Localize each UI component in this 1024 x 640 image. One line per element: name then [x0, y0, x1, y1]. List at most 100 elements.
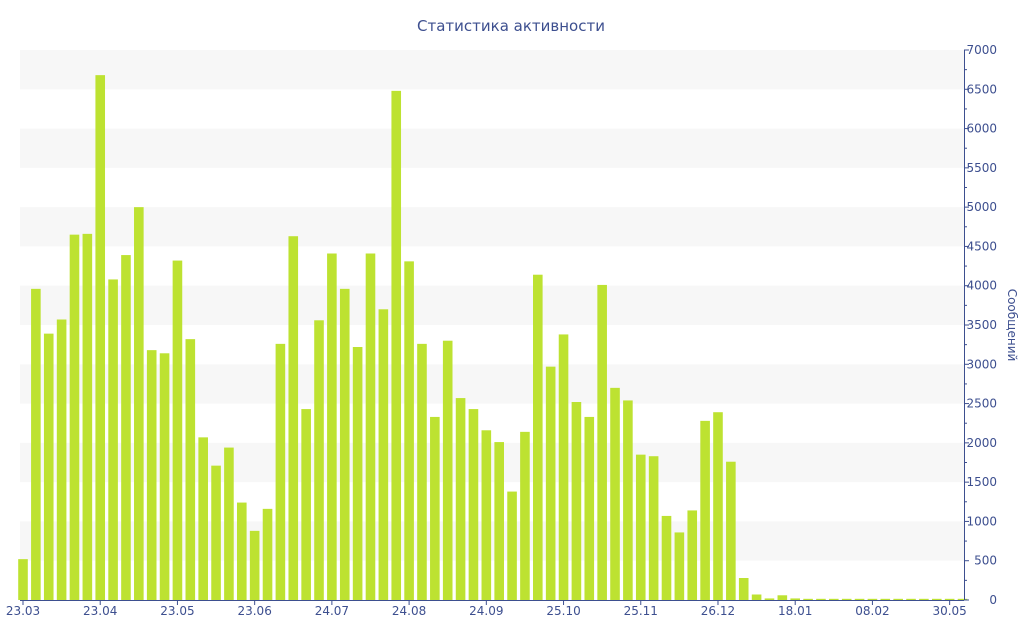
bar — [635, 454, 646, 600]
bar — [751, 594, 762, 600]
grid-band — [20, 285, 964, 325]
bar — [404, 261, 414, 600]
bar — [172, 260, 183, 600]
grid-band — [20, 50, 964, 90]
x-tick-label: 23.06 — [237, 604, 271, 618]
y-axis: 0 500 1000 1500 2000 2500 3000 3500 4000 4500 5000… — [964, 43, 997, 607]
bar — [249, 530, 260, 600]
y-tick-label: 6500 — [966, 82, 997, 96]
bar — [417, 343, 427, 600]
chart-title: Статистика активности — [417, 17, 605, 35]
bar — [430, 416, 440, 600]
y-tick-label: 0 — [989, 593, 997, 607]
x-axis: 23.03 23.04 23.05 23.06 24.07 24.08 24.09 25.10… — [6, 600, 967, 618]
bar — [224, 447, 234, 600]
y-tick-label: 5500 — [966, 161, 997, 175]
grid-band — [20, 128, 964, 168]
x-tick-label: 23.04 — [83, 604, 117, 618]
y-tick-label: 3500 — [966, 318, 997, 332]
bar — [43, 333, 54, 600]
bar — [121, 255, 131, 600]
bar — [944, 598, 955, 600]
bar — [700, 420, 710, 600]
bar — [906, 598, 916, 600]
x-tick-label: 24.09 — [469, 604, 503, 618]
bar — [378, 309, 389, 600]
bar — [288, 236, 299, 600]
bar — [867, 598, 878, 600]
bar — [314, 320, 324, 600]
bar — [327, 253, 337, 600]
bar — [481, 430, 492, 600]
y-tick-label: 500 — [974, 554, 997, 568]
x-tick-label: 25.10 — [546, 604, 580, 618]
bar — [803, 598, 813, 600]
bar — [558, 334, 569, 600]
bar — [339, 288, 350, 600]
y-tick-label: 2500 — [966, 397, 997, 411]
bar — [275, 343, 286, 600]
bar — [893, 598, 903, 600]
bar — [841, 598, 852, 600]
bar — [854, 598, 865, 600]
bar — [648, 456, 659, 600]
bar — [584, 416, 595, 600]
bar — [597, 284, 607, 600]
bar — [545, 366, 556, 600]
bar — [352, 347, 363, 600]
bar — [468, 409, 479, 600]
x-tick-label: 24.08 — [392, 604, 426, 618]
y-tick-label: 7000 — [966, 43, 997, 57]
bar — [455, 398, 466, 600]
bar — [134, 207, 144, 600]
bar-series — [18, 75, 968, 601]
bar — [829, 598, 839, 600]
bar — [777, 595, 788, 600]
bar — [571, 402, 582, 600]
x-tick-label: 30.05 — [932, 604, 966, 618]
bar — [507, 491, 517, 600]
bar — [957, 598, 968, 600]
bar — [211, 465, 221, 600]
bar — [301, 409, 311, 600]
bar — [146, 350, 157, 600]
x-tick-label: 23.05 — [160, 604, 194, 618]
bar — [816, 598, 826, 600]
bar — [365, 253, 376, 600]
bar — [790, 598, 800, 600]
bar — [661, 515, 672, 600]
bar — [236, 502, 247, 600]
bar — [520, 431, 530, 600]
x-tick-label: 25.11 — [624, 604, 658, 618]
y-tick-label: 2000 — [966, 436, 997, 450]
bar — [69, 234, 80, 600]
y-tick-label: 1500 — [966, 475, 997, 489]
x-tick-label: 24.07 — [315, 604, 349, 618]
bar — [674, 532, 685, 600]
bar — [56, 319, 67, 600]
bar — [108, 279, 118, 600]
bar — [31, 288, 41, 600]
bar — [738, 578, 749, 600]
y-tick-label: 4500 — [966, 239, 997, 253]
bar — [764, 598, 775, 600]
bar — [713, 412, 723, 600]
grid-bands — [20, 50, 964, 561]
bar — [610, 387, 620, 600]
bar — [880, 598, 891, 600]
bar — [687, 510, 698, 600]
x-tick-label: 23.03 — [6, 604, 40, 618]
y-tick-label: 4000 — [966, 279, 997, 293]
bar — [931, 598, 942, 600]
y-tick-label: 3000 — [966, 357, 997, 371]
bar — [82, 233, 93, 601]
bar — [185, 339, 196, 600]
bar — [919, 598, 929, 600]
bar — [198, 437, 208, 600]
y-tick-label: 6000 — [966, 122, 997, 136]
bar — [726, 461, 736, 600]
y-axis-label: Сообщений — [1005, 289, 1019, 362]
x-tick-label: 08.02 — [855, 604, 889, 618]
bar — [95, 75, 106, 600]
